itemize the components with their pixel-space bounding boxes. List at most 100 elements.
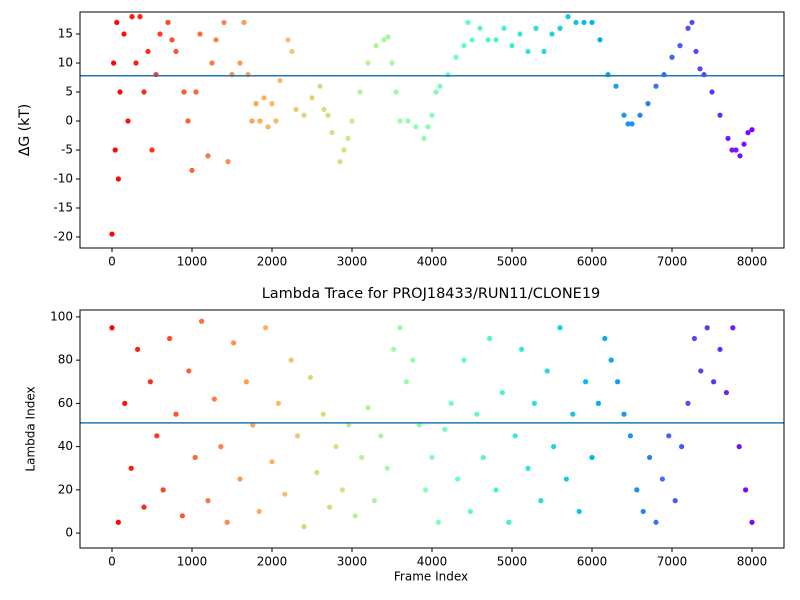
point [397,118,403,124]
point [493,487,499,493]
y-axis-label: Lambda Index [24,386,38,471]
point [389,60,395,66]
point [531,400,538,406]
point [487,335,493,342]
point [288,357,294,363]
point [197,31,203,37]
point [327,504,333,510]
point [384,465,390,471]
point [157,31,163,37]
point [365,60,371,66]
point [141,89,147,95]
y-tick-label: 0 [65,526,73,540]
point [621,112,627,118]
point [295,433,301,439]
point [685,400,691,406]
point [653,519,659,525]
point [371,498,377,504]
point [467,508,473,515]
point [557,25,563,31]
point [749,127,755,133]
point [737,153,743,159]
point [117,89,123,95]
point [461,357,467,363]
point [373,43,379,49]
point [645,101,651,107]
point [659,476,666,482]
point [469,37,475,43]
point [397,325,403,331]
x-tick-label: 6000 [577,255,608,269]
point [544,368,550,374]
point [265,124,271,130]
point [129,14,135,20]
point [589,454,595,461]
point [435,519,441,525]
point [453,54,459,60]
point [231,340,237,346]
point [549,31,555,37]
point [221,19,227,26]
point [339,487,345,493]
point [429,454,435,461]
point [167,335,173,342]
point [385,34,391,40]
y-tick-label: 40 [58,439,73,453]
x-tick-label: 0 [108,555,116,569]
point [365,405,371,411]
x-axis-label: Frame Index [394,570,468,584]
point [647,454,653,461]
point [289,48,295,55]
point [551,444,557,450]
point [125,118,131,124]
point [189,167,195,173]
point [429,112,435,118]
y-tick-label: 10 [58,56,73,70]
point [147,379,153,385]
point [625,121,631,127]
point [237,476,243,482]
point [115,176,121,182]
x-tick-label: 4000 [417,555,448,569]
point [691,335,698,342]
point [352,513,358,519]
point [433,89,439,95]
x-tick-label: 7000 [657,255,688,269]
point [410,357,416,363]
point [128,465,134,471]
point [391,346,397,352]
point [405,118,411,124]
point [679,444,685,450]
x-tick-label: 5000 [497,255,528,269]
point [243,379,249,385]
point [421,135,427,142]
y-tick-label: 20 [58,482,73,496]
point [345,135,351,142]
point [257,118,263,124]
point [109,325,115,331]
point [225,159,231,165]
point [672,498,678,504]
point [689,19,695,26]
point [698,368,704,374]
point [381,37,387,43]
point [241,19,247,26]
point [237,60,243,66]
point [269,459,275,465]
point [709,89,715,95]
point [519,346,525,352]
y-tick-label: 100 [50,309,73,323]
point [442,426,448,432]
point [112,147,118,153]
plot-frame [79,11,785,249]
point [135,346,141,352]
point [263,325,269,331]
point [563,476,570,482]
point [730,325,736,331]
point [493,37,499,43]
point [169,37,175,43]
point [359,454,365,461]
point [480,454,486,461]
point [403,379,409,385]
x-tick-label: 2000 [257,255,288,269]
